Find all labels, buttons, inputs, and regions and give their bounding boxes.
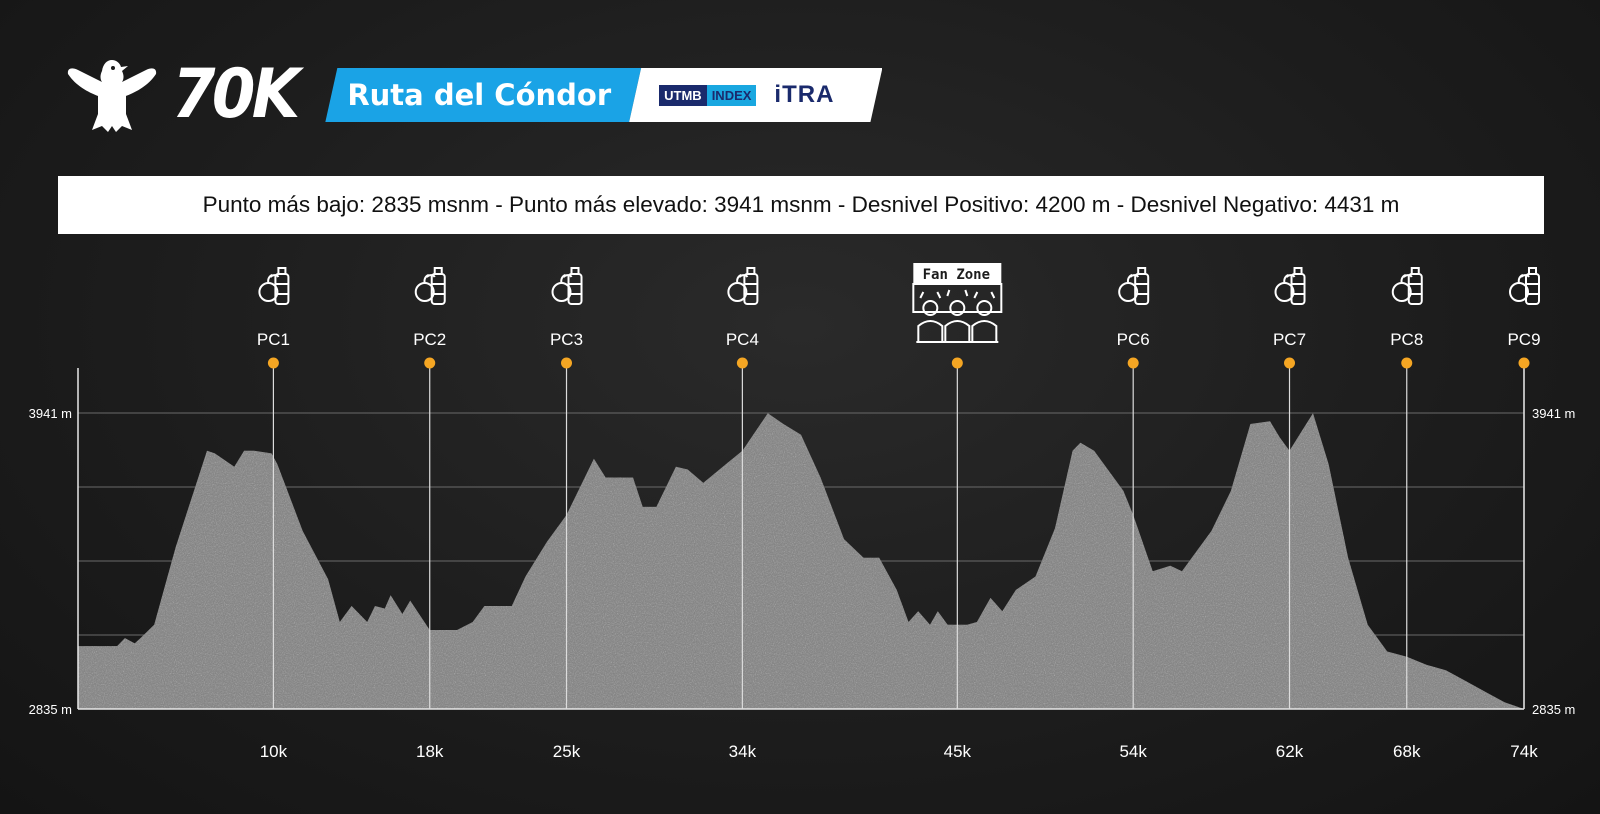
aid-station-icon xyxy=(551,267,583,305)
y-tick-label-right: 3941 m xyxy=(1532,406,1575,421)
chart-axes: 3941 m 3941 m 2835 m 2835 m xyxy=(29,368,1575,717)
checkpoint-marker xyxy=(424,357,436,369)
aid-station-icon xyxy=(414,267,446,305)
aid-station-icon xyxy=(1509,267,1540,305)
elevation-stats-bar: Punto más bajo: 2835 msnm - Punto más el… xyxy=(58,176,1544,234)
y-tick-label-left: 2835 m xyxy=(29,702,72,717)
race-name: Ruta del Cóndor xyxy=(347,78,612,112)
fan-zone-icon: Fan Zone xyxy=(912,263,1003,343)
fan-zone-text: Fan Zone xyxy=(923,267,990,283)
km-tick-label: 34k xyxy=(729,742,757,761)
checkpoint-label: PC2 xyxy=(413,330,446,349)
checkpoint-marker xyxy=(1518,357,1530,369)
condor-logo-icon xyxy=(67,60,157,132)
checkpoint-label: PC6 xyxy=(1117,330,1150,349)
y-tick-label-right: 2835 m xyxy=(1532,702,1575,717)
checkpoint-label: PC1 xyxy=(257,330,290,349)
checkpoint-marker xyxy=(1127,357,1139,369)
checkpoint-label: PC7 xyxy=(1273,330,1306,349)
aid-station-icon xyxy=(1274,267,1306,305)
elevation-profile-area xyxy=(78,413,1524,709)
aid-station-icon xyxy=(258,267,290,305)
checkpoint-label: PC3 xyxy=(550,330,583,349)
checkpoint-marker xyxy=(1401,357,1413,369)
race-header: 70K Ruta del Cóndor UTMB INDEX iTRA xyxy=(66,56,882,134)
km-tick-label: 62k xyxy=(1276,742,1304,761)
km-tick-label: 74k xyxy=(1510,742,1538,761)
km-tick-label: 54k xyxy=(1119,742,1147,761)
checkpoint-label: PC9 xyxy=(1507,330,1540,349)
checkpoint-marker xyxy=(267,357,279,369)
checkpoint-marker xyxy=(1284,357,1296,369)
checkpoint-marker xyxy=(951,357,963,369)
km-tick-label: 10k xyxy=(260,742,288,761)
itra-logo: iTRA xyxy=(774,81,835,108)
checkpoint-marker xyxy=(561,357,573,369)
utmb-index-logo: UTMB INDEX xyxy=(659,85,756,106)
race-distance: 70K xyxy=(172,55,300,134)
aid-station-icon xyxy=(1118,267,1150,305)
title-band: Ruta del Cóndor UTMB INDEX iTRA xyxy=(325,68,882,122)
checkpoint-marker xyxy=(736,357,748,369)
checkpoint-markers: 10k PC1 18k PC2 25k PC3 34k PC4 45k Fan Zone 54k PC… xyxy=(257,263,1541,761)
km-tick-label: 68k xyxy=(1393,742,1421,761)
y-tick-label-left: 3941 m xyxy=(29,406,72,421)
checkpoint-label: PC8 xyxy=(1390,330,1423,349)
km-tick-label: 45k xyxy=(944,742,972,761)
aid-station-icon xyxy=(1391,267,1423,305)
km-tick-label: 25k xyxy=(553,742,581,761)
aid-station-icon xyxy=(727,267,759,305)
checkpoint-label: PC4 xyxy=(726,330,759,349)
km-tick-label: 18k xyxy=(416,742,444,761)
